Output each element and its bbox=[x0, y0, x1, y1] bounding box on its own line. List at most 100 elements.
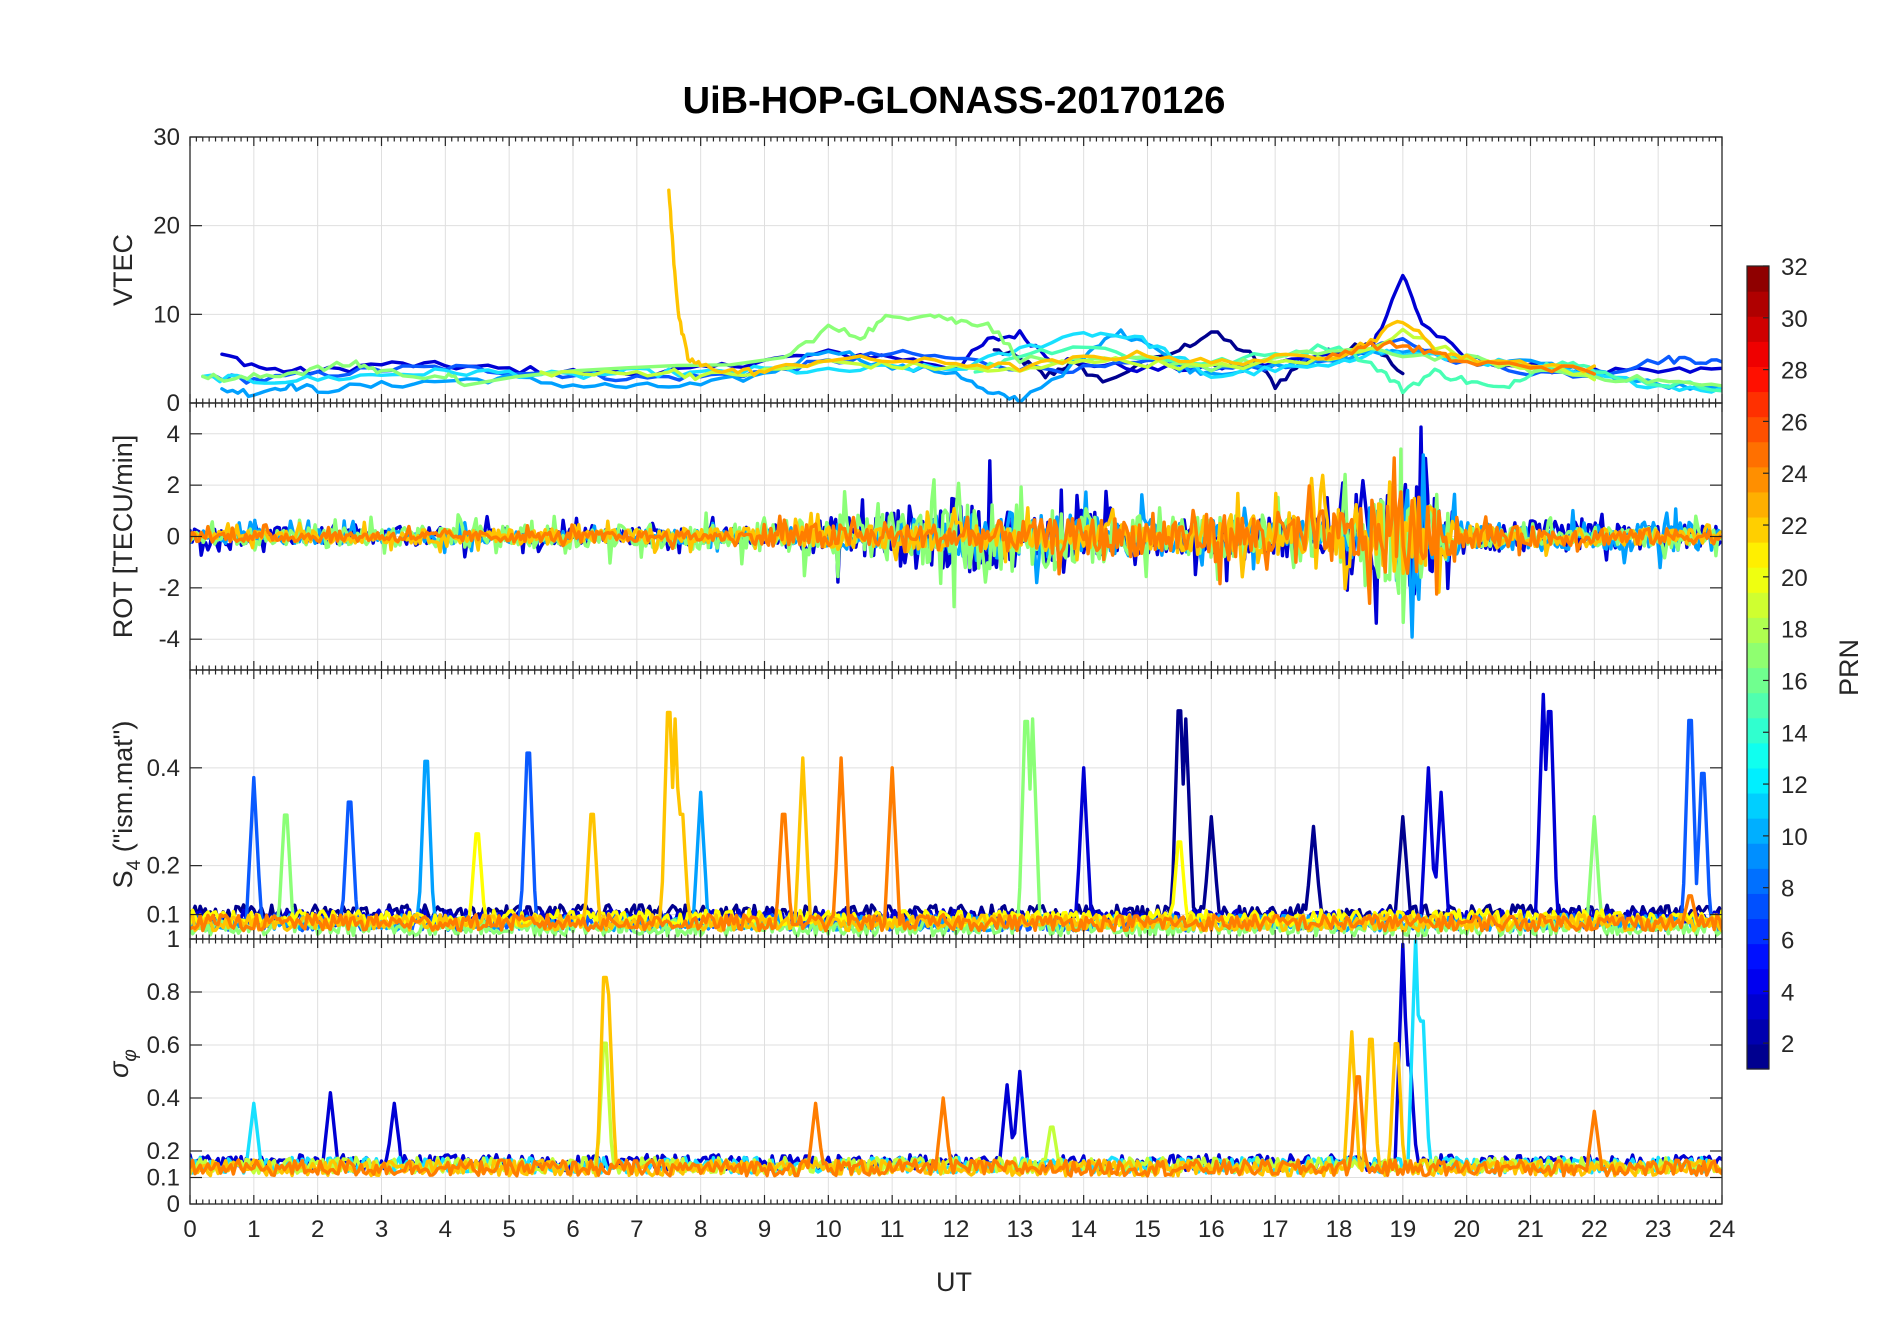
x-tick-label: 20 bbox=[1453, 1216, 1480, 1243]
y-tick-label: 10 bbox=[153, 301, 180, 328]
y-axis-label-s4: S4 ("ism.mat") bbox=[108, 721, 145, 889]
colorbar-tick-label: 6 bbox=[1781, 927, 1794, 954]
trace-prn-24 bbox=[190, 756, 1722, 933]
colorbar-segment bbox=[1747, 366, 1769, 393]
y-tick-label: 0.4 bbox=[147, 1085, 180, 1112]
trace-prn-24 bbox=[1324, 339, 1596, 376]
y-tick-label: 0.2 bbox=[147, 1138, 180, 1165]
y-tick-label: -4 bbox=[159, 626, 180, 653]
trace-prn-18 bbox=[190, 1041, 1722, 1175]
colorbar-frame bbox=[1746, 265, 1770, 1070]
colorbar-segment bbox=[1747, 1043, 1769, 1070]
y-axis-label-sigphi: σφ bbox=[104, 1049, 141, 1078]
colorbar-segment bbox=[1747, 742, 1769, 769]
y-tick-label: 0.6 bbox=[147, 1032, 180, 1059]
y-tick-label: -2 bbox=[159, 575, 180, 602]
colorbar-segment bbox=[1747, 391, 1769, 418]
chart-title: UiB-HOP-GLONASS-20170126 bbox=[683, 80, 1226, 122]
trace-prn-24 bbox=[190, 456, 1722, 605]
colorbar-segment bbox=[1747, 818, 1769, 844]
y-axis-label-rot: ROT [TECU/min] bbox=[108, 435, 138, 639]
x-tick-label: 7 bbox=[630, 1216, 643, 1243]
y-tick-label: 2 bbox=[167, 472, 180, 499]
traces-rot bbox=[190, 425, 1722, 639]
y-axis-label-vtec: VTEC bbox=[108, 234, 138, 306]
colorbar-segment bbox=[1747, 617, 1769, 643]
colorbar-segment bbox=[1747, 491, 1769, 518]
colorbar-tick-label: 8 bbox=[1781, 876, 1794, 903]
y-tick-label: 0.2 bbox=[147, 853, 180, 880]
x-tick-label: 8 bbox=[694, 1216, 707, 1243]
y-tick-label: 0 bbox=[167, 390, 180, 417]
colorbar-segment bbox=[1747, 416, 1769, 443]
trace-prn-22 bbox=[667, 188, 1596, 377]
colorbar-segment bbox=[1747, 868, 1769, 894]
colorbar-segment bbox=[1747, 968, 1769, 995]
colorbar-tick-label: 32 bbox=[1781, 254, 1808, 281]
x-tick-label: 3 bbox=[375, 1216, 388, 1243]
x-tick-label: 13 bbox=[1006, 1216, 1033, 1243]
x-tick-label: 1 bbox=[247, 1216, 260, 1243]
colorbar-segment bbox=[1747, 441, 1769, 468]
x-tick-label: 10 bbox=[815, 1216, 842, 1243]
colorbar-segment bbox=[1747, 993, 1769, 1020]
x-tick-label: 23 bbox=[1645, 1216, 1672, 1243]
colorbar-segment bbox=[1747, 792, 1769, 819]
colorbar-tick-label: 24 bbox=[1781, 461, 1808, 488]
colorbar-tick-label: 22 bbox=[1781, 513, 1808, 540]
panel-vtec: 0 10 20 30 VTEC bbox=[108, 124, 1723, 417]
y-tick-label: 20 bbox=[153, 213, 180, 240]
trace-prn-12 bbox=[201, 331, 1722, 394]
x-tick-label: 14 bbox=[1070, 1216, 1097, 1243]
x-axis-label: UT bbox=[936, 1267, 972, 1297]
y-tick-label: 0 bbox=[167, 524, 180, 551]
colorbar-segment bbox=[1747, 466, 1769, 493]
x-tick-label: 17 bbox=[1262, 1216, 1289, 1243]
trace-prn-3 bbox=[190, 692, 1722, 928]
colorbar-segment bbox=[1747, 717, 1769, 744]
y-tick-label: 0.1 bbox=[147, 1165, 180, 1192]
colorbar-segment bbox=[1747, 316, 1769, 342]
colorbar-tick-label: 4 bbox=[1781, 979, 1794, 1006]
x-tick-label: 11 bbox=[880, 1216, 905, 1243]
colorbar-tick-label: 26 bbox=[1781, 409, 1808, 436]
y-tick-label: 0.8 bbox=[147, 979, 180, 1006]
x-tick-label: 21 bbox=[1517, 1216, 1544, 1243]
colorbar-segment bbox=[1747, 843, 1769, 869]
colorbar-tick-label: 28 bbox=[1781, 358, 1808, 385]
y-tick-label: 0 bbox=[167, 1191, 180, 1218]
colorbar-tick-label: 30 bbox=[1781, 306, 1808, 333]
colorbar-segment bbox=[1747, 291, 1769, 317]
y-tick-label: 30 bbox=[153, 124, 180, 151]
colorbar-tick-label: 12 bbox=[1781, 772, 1808, 799]
y-tick-label: 1 bbox=[167, 926, 180, 953]
x-tick-label: 12 bbox=[943, 1216, 970, 1243]
x-tick-label: 18 bbox=[1326, 1216, 1353, 1243]
colorbar-segment bbox=[1747, 667, 1769, 694]
x-tick-label: 4 bbox=[439, 1216, 452, 1243]
colorbar-segment bbox=[1747, 1018, 1769, 1045]
colorbar-segment bbox=[1747, 567, 1769, 593]
colorbar-segment bbox=[1747, 767, 1769, 794]
x-tick-label: 22 bbox=[1581, 1216, 1608, 1243]
colorbar-segment bbox=[1747, 692, 1769, 719]
trace-prn-24 bbox=[190, 1075, 1722, 1178]
colorbar-segment bbox=[1747, 918, 1769, 945]
colorbar-segment bbox=[1747, 642, 1769, 669]
colorbar-tick-label: 20 bbox=[1781, 565, 1808, 592]
colorbar-tick-label: 10 bbox=[1781, 824, 1808, 851]
x-tick-label: 5 bbox=[502, 1216, 515, 1243]
x-tick-label: 15 bbox=[1134, 1216, 1161, 1243]
x-tick-label: 2 bbox=[311, 1216, 324, 1243]
panel-s4: 0.1 0.2 0.4S4 ("ism.mat") bbox=[108, 669, 1723, 940]
colorbar-label: PRN bbox=[1834, 639, 1864, 696]
y-tick-label: 0.1 bbox=[147, 902, 180, 929]
x-tick-label: 0 bbox=[183, 1216, 196, 1243]
colorbar-segment bbox=[1747, 341, 1769, 367]
x-tick-label: 16 bbox=[1198, 1216, 1225, 1243]
colorbar-tick-label: 2 bbox=[1781, 1031, 1794, 1058]
